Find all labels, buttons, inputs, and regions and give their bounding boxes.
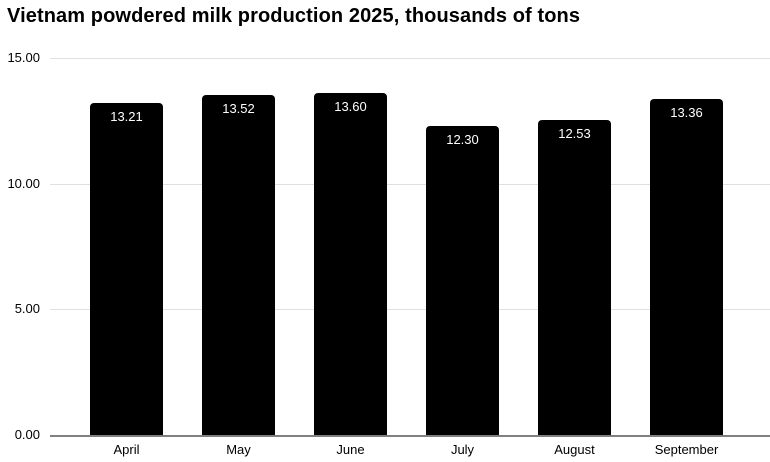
y-tick-label: 0.00 — [14, 427, 40, 442]
bar-july: 12.30 — [426, 125, 499, 435]
bar-value-label: 13.21 — [110, 109, 143, 124]
x-tick-label-august: August — [554, 442, 595, 457]
x-tick-label-june: June — [336, 442, 365, 457]
y-tick-label: 15.00 — [7, 50, 40, 65]
x-tick-label-may: May — [226, 442, 251, 457]
x-tick-label-july: July — [450, 442, 475, 457]
bar-april: 13.21 — [90, 103, 163, 435]
gridline — [50, 309, 770, 311]
x-tick-label-september: September — [654, 442, 719, 457]
bar-august: 12.53 — [538, 120, 611, 435]
bar-may: 13.52 — [202, 95, 275, 435]
bar-value-label: 12.53 — [558, 126, 591, 142]
chart-title: Vietnam powdered milk production 2025, t… — [7, 5, 581, 27]
bar-june: 13.60 — [314, 93, 387, 435]
y-axis: 0.00 5.00 10.00 15.00 — [0, 50, 40, 442]
y-tick-label: 10.00 — [7, 175, 40, 191]
y-tick-label: 5.00 — [14, 301, 40, 317]
bar-september: 13.36 — [650, 99, 723, 435]
bar-value-label: 12.30 — [446, 131, 479, 147]
x-tick-label-april: April — [113, 442, 140, 457]
bar-value-label: 13.36 — [670, 105, 703, 121]
bar-value-label: 13.52 — [222, 101, 255, 117]
gridline — [50, 58, 770, 59]
plot-area: 13.21 April 13.52 May 13.60 June 12.30 July 12.5… — [50, 58, 770, 457]
bar-value-label: 13.60 — [334, 99, 367, 115]
gridline — [50, 183, 770, 185]
